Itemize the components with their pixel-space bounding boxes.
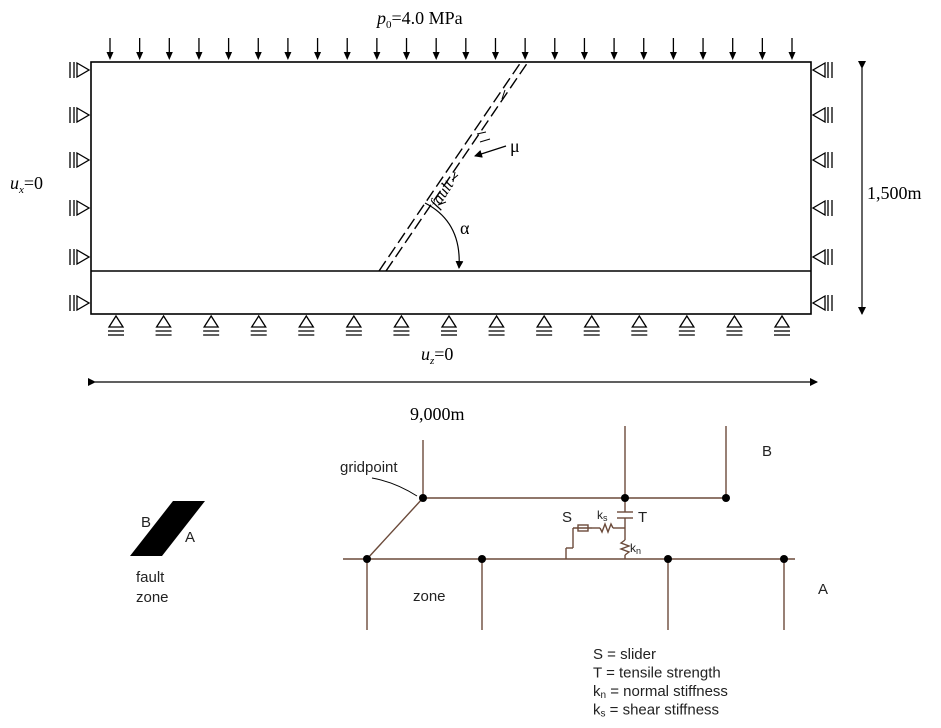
angle-arc <box>424 202 464 269</box>
legend-item: ks = shear stiffness <box>593 702 719 720</box>
load-arrow <box>373 38 381 60</box>
uz-label: uz=0 <box>421 344 453 367</box>
block-a-label: A <box>818 581 828 598</box>
fault-zone-shape <box>130 501 205 556</box>
kn-label: kn <box>630 541 641 556</box>
roller-support <box>773 314 791 336</box>
load-arrow <box>284 38 292 60</box>
load-arrow <box>491 38 499 60</box>
zone-label: zone <box>413 588 446 605</box>
load-arrow <box>669 38 677 60</box>
roller-support <box>811 61 833 79</box>
load-arrow <box>788 38 796 60</box>
friction-label: μ <box>510 136 520 156</box>
load-arrow <box>106 38 114 60</box>
load-arrow <box>521 38 529 60</box>
roller-support <box>811 248 833 266</box>
block-b-label: B <box>762 443 772 460</box>
load-arrow <box>343 38 351 60</box>
load-arrow <box>432 38 440 60</box>
load-arrow <box>640 38 648 60</box>
roller-support <box>535 314 553 336</box>
height-label: 1,500m <box>867 183 922 203</box>
load-arrow <box>551 38 559 60</box>
roller-support <box>69 248 91 266</box>
friction-arrow <box>474 145 507 158</box>
roller-support <box>811 151 833 169</box>
load-arrow <box>225 38 233 60</box>
load-arrows <box>106 38 796 60</box>
interface-diagram <box>343 426 795 630</box>
gridpoint-dot <box>780 555 788 563</box>
roller-support <box>583 314 600 336</box>
fault-zone-caption-line1: fault <box>136 569 165 586</box>
slider-s-label: S <box>562 509 572 526</box>
legend-item: S = slider <box>593 646 656 663</box>
load-arrow <box>254 38 262 60</box>
load-arrow <box>758 38 766 60</box>
roller-support <box>69 294 91 312</box>
roller-support <box>69 199 91 217</box>
load-arrow <box>314 38 322 60</box>
load-arrow <box>462 38 470 60</box>
load-arrow <box>165 38 173 60</box>
gridpoint-dot <box>621 494 629 502</box>
ux-label: ux=0 <box>10 173 43 196</box>
load-arrow <box>610 38 618 60</box>
angle-label: α <box>460 218 470 238</box>
roller-support <box>726 314 743 336</box>
load-label: p0=4.0 MPa <box>375 8 463 31</box>
roller-support <box>69 151 91 169</box>
legend-item: kn = normal stiffness <box>593 683 728 701</box>
model-diagram: p0=4.0 MPa fault μ α ux=0 uz=0 <box>10 8 922 424</box>
ks-label: ks <box>597 508 608 523</box>
roller-support <box>202 314 220 336</box>
gridpoint-dot <box>722 494 730 502</box>
fault-line <box>378 61 529 272</box>
legend-item: T = tensile strength <box>593 665 721 682</box>
fault-zone-caption-line2: zone <box>136 589 169 606</box>
gridpoint-dot <box>363 555 371 563</box>
roller-support <box>631 314 648 336</box>
gridpoint-dot <box>419 494 427 502</box>
roller-support <box>298 314 315 336</box>
roller-support <box>250 314 267 336</box>
roller-support <box>678 314 696 336</box>
roller-support <box>345 314 363 336</box>
bottom-roller-supports <box>107 314 791 336</box>
model-boundary <box>90 61 812 315</box>
roller-support <box>155 314 172 336</box>
roller-support <box>440 314 458 336</box>
load-arrow <box>403 38 411 60</box>
roller-support <box>393 314 410 336</box>
roller-support <box>69 106 91 124</box>
interface-gridpoints <box>363 494 788 563</box>
load-arrow <box>699 38 707 60</box>
roller-support <box>69 61 91 79</box>
fault-zone-label-b: B <box>141 514 151 531</box>
fault-zone-icon: B A fault zone <box>130 501 205 606</box>
load-arrow <box>195 38 203 60</box>
load-arrow <box>136 38 144 60</box>
gridpoint-dot <box>478 555 486 563</box>
width-label: 9,000m <box>410 404 465 424</box>
fault-zone-label-a: A <box>185 529 195 546</box>
roller-support <box>811 106 833 124</box>
gridpoint-dot <box>664 555 672 563</box>
load-arrow <box>580 38 588 60</box>
roller-support <box>811 294 833 312</box>
roller-support <box>107 314 125 336</box>
tensile-t-label: T <box>638 509 647 526</box>
gridpoint-label: gridpoint <box>340 459 398 476</box>
load-arrow <box>729 38 737 60</box>
roller-support <box>488 314 505 336</box>
interface-labels: gridpoint B A S T ks kn zone <box>340 443 828 605</box>
left-roller-supports <box>69 61 91 312</box>
right-roller-supports <box>811 61 833 312</box>
roller-support <box>811 199 833 217</box>
